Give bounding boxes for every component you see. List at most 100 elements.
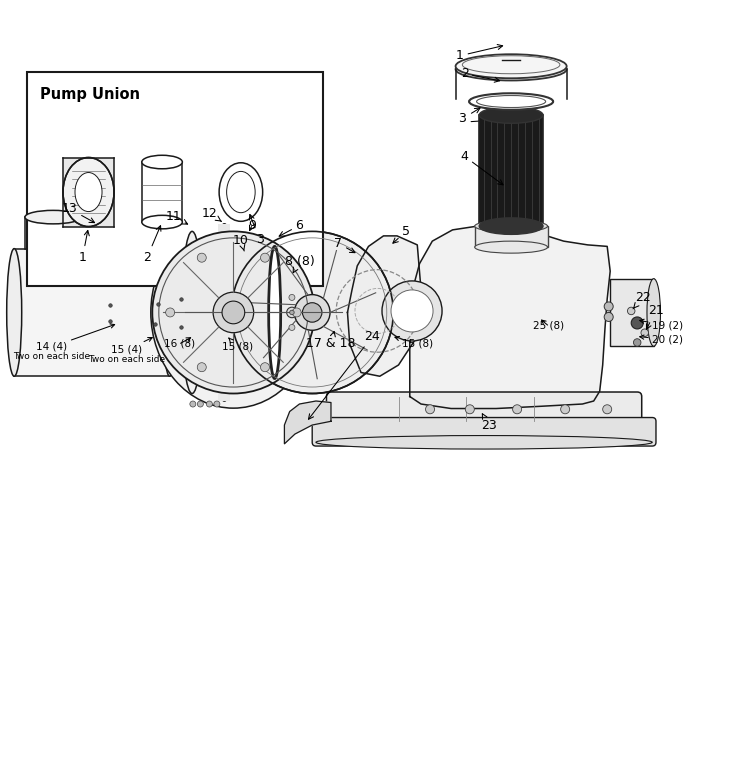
- Bar: [63, 157, 114, 226]
- Ellipse shape: [268, 246, 280, 378]
- Circle shape: [294, 295, 330, 331]
- Text: 10: 10: [233, 234, 249, 251]
- Text: 14 (4): 14 (4): [36, 324, 114, 352]
- Circle shape: [197, 253, 206, 262]
- Text: 23: 23: [481, 413, 496, 432]
- Text: 20 (2): 20 (2): [640, 334, 684, 344]
- Circle shape: [260, 253, 269, 262]
- Text: Two on each side: Two on each side: [88, 355, 165, 364]
- Text: 3: 3: [250, 214, 264, 246]
- Circle shape: [465, 405, 475, 413]
- Text: Pump Union: Pump Union: [41, 87, 141, 103]
- Ellipse shape: [479, 218, 543, 234]
- Ellipse shape: [75, 173, 102, 211]
- Ellipse shape: [226, 172, 255, 213]
- Text: Two on each side: Two on each side: [14, 352, 90, 361]
- Text: 1: 1: [456, 45, 502, 62]
- Bar: [170, 306, 188, 318]
- Circle shape: [260, 363, 269, 372]
- Bar: [610, 279, 653, 347]
- Text: 15 (8): 15 (8): [222, 338, 253, 352]
- Text: 21: 21: [647, 305, 663, 329]
- Text: 22: 22: [633, 291, 650, 309]
- Text: 5: 5: [393, 225, 410, 243]
- Ellipse shape: [25, 211, 81, 224]
- Polygon shape: [410, 226, 610, 409]
- Text: 19 (2): 19 (2): [640, 319, 684, 331]
- Ellipse shape: [456, 54, 567, 78]
- Ellipse shape: [151, 217, 316, 408]
- Text: 12: 12: [202, 207, 221, 221]
- Text: 25 (8): 25 (8): [533, 320, 564, 331]
- Circle shape: [165, 308, 174, 317]
- Text: 1: 1: [78, 230, 89, 264]
- Ellipse shape: [63, 157, 114, 226]
- Bar: [27, 72, 323, 287]
- Circle shape: [426, 405, 435, 413]
- Ellipse shape: [163, 249, 176, 376]
- Circle shape: [222, 301, 244, 324]
- Text: 4: 4: [461, 150, 503, 185]
- Ellipse shape: [477, 96, 546, 107]
- Ellipse shape: [469, 93, 553, 109]
- Circle shape: [206, 401, 212, 407]
- Circle shape: [633, 339, 641, 347]
- Ellipse shape: [142, 155, 182, 169]
- Circle shape: [604, 312, 613, 321]
- Text: 16 (8): 16 (8): [164, 337, 195, 349]
- Circle shape: [641, 329, 648, 337]
- Circle shape: [213, 292, 253, 333]
- Ellipse shape: [7, 249, 22, 376]
- Circle shape: [561, 405, 570, 413]
- Circle shape: [604, 302, 613, 311]
- Ellipse shape: [237, 233, 256, 391]
- Circle shape: [153, 231, 314, 394]
- Ellipse shape: [456, 58, 567, 81]
- Circle shape: [190, 401, 196, 407]
- Text: 7: 7: [335, 237, 355, 252]
- Text: 2: 2: [461, 67, 499, 82]
- Circle shape: [231, 231, 393, 394]
- Circle shape: [627, 307, 635, 315]
- Text: 9: 9: [248, 219, 256, 232]
- FancyBboxPatch shape: [326, 392, 641, 426]
- Text: 17 & 18: 17 & 18: [306, 331, 356, 350]
- Circle shape: [290, 310, 294, 315]
- Ellipse shape: [647, 279, 660, 347]
- Ellipse shape: [316, 435, 652, 449]
- Circle shape: [302, 302, 322, 322]
- Text: 11: 11: [165, 210, 187, 224]
- Text: 8 (8): 8 (8): [284, 255, 314, 273]
- Polygon shape: [284, 401, 331, 444]
- Circle shape: [214, 401, 220, 407]
- Text: 6: 6: [279, 219, 303, 236]
- Bar: [14, 249, 170, 376]
- Text: 24: 24: [308, 330, 380, 420]
- Circle shape: [391, 290, 433, 332]
- Circle shape: [602, 405, 611, 413]
- Text: 15 (4): 15 (4): [111, 337, 152, 355]
- Ellipse shape: [475, 220, 547, 232]
- Circle shape: [197, 363, 206, 372]
- Ellipse shape: [142, 215, 182, 229]
- Text: 3: 3: [459, 108, 480, 125]
- Polygon shape: [347, 236, 421, 376]
- Circle shape: [289, 294, 295, 300]
- Ellipse shape: [212, 224, 236, 401]
- Text: 13: 13: [62, 202, 95, 223]
- Bar: [475, 226, 547, 247]
- Circle shape: [287, 307, 297, 318]
- Bar: [142, 162, 182, 222]
- FancyBboxPatch shape: [312, 417, 656, 446]
- Circle shape: [382, 281, 442, 341]
- Ellipse shape: [479, 106, 543, 123]
- Circle shape: [631, 317, 643, 329]
- Bar: [479, 115, 543, 226]
- Text: 2: 2: [143, 226, 161, 264]
- Ellipse shape: [181, 231, 202, 394]
- Ellipse shape: [219, 163, 262, 221]
- Circle shape: [197, 401, 203, 407]
- Bar: [218, 224, 230, 401]
- Circle shape: [513, 405, 522, 413]
- Circle shape: [289, 325, 295, 331]
